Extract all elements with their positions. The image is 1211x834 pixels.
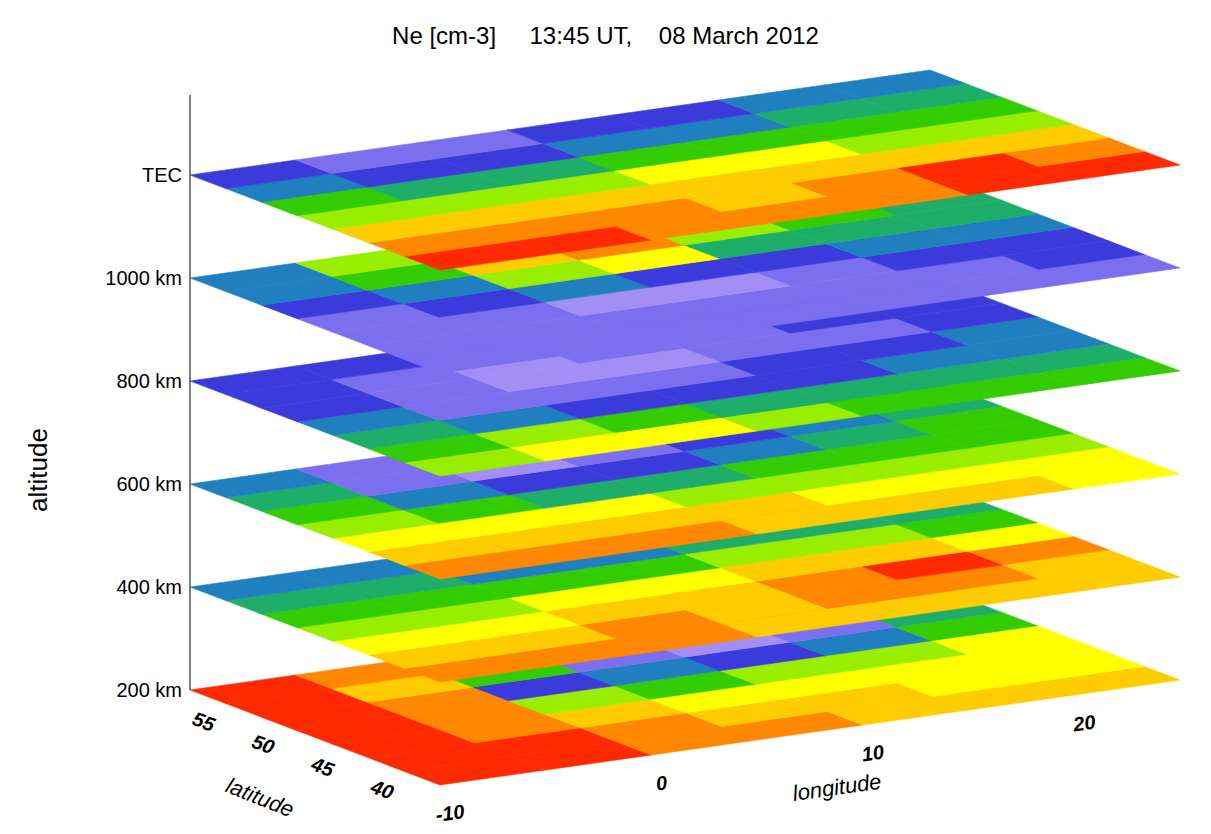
svg-text:50: 50 [249, 730, 277, 758]
svg-text:altitude: altitude [23, 428, 53, 512]
svg-text:800 km: 800 km [116, 370, 182, 392]
svg-text:TEC: TEC [142, 164, 182, 186]
svg-text:Ne [cm-3] 13:45 UT, 08: Ne [cm-3] 13:45 UT, 08 March 2012 [392, 22, 819, 49]
svg-text:55: 55 [189, 707, 218, 736]
svg-text:longitude: longitude [791, 769, 883, 806]
svg-text:600 km: 600 km [116, 473, 182, 495]
svg-text:400 km: 400 km [116, 576, 182, 598]
svg-text:latitude: latitude [222, 773, 297, 823]
svg-text:10: 10 [860, 741, 885, 766]
svg-text:-10: -10 [434, 800, 466, 826]
svg-text:40: 40 [367, 775, 396, 804]
svg-text:45: 45 [308, 752, 338, 781]
svg-text:200 km: 200 km [116, 679, 182, 701]
svg-text:0: 0 [654, 771, 668, 794]
svg-text:20: 20 [1071, 711, 1097, 736]
svg-text:1000 km: 1000 km [105, 267, 182, 289]
